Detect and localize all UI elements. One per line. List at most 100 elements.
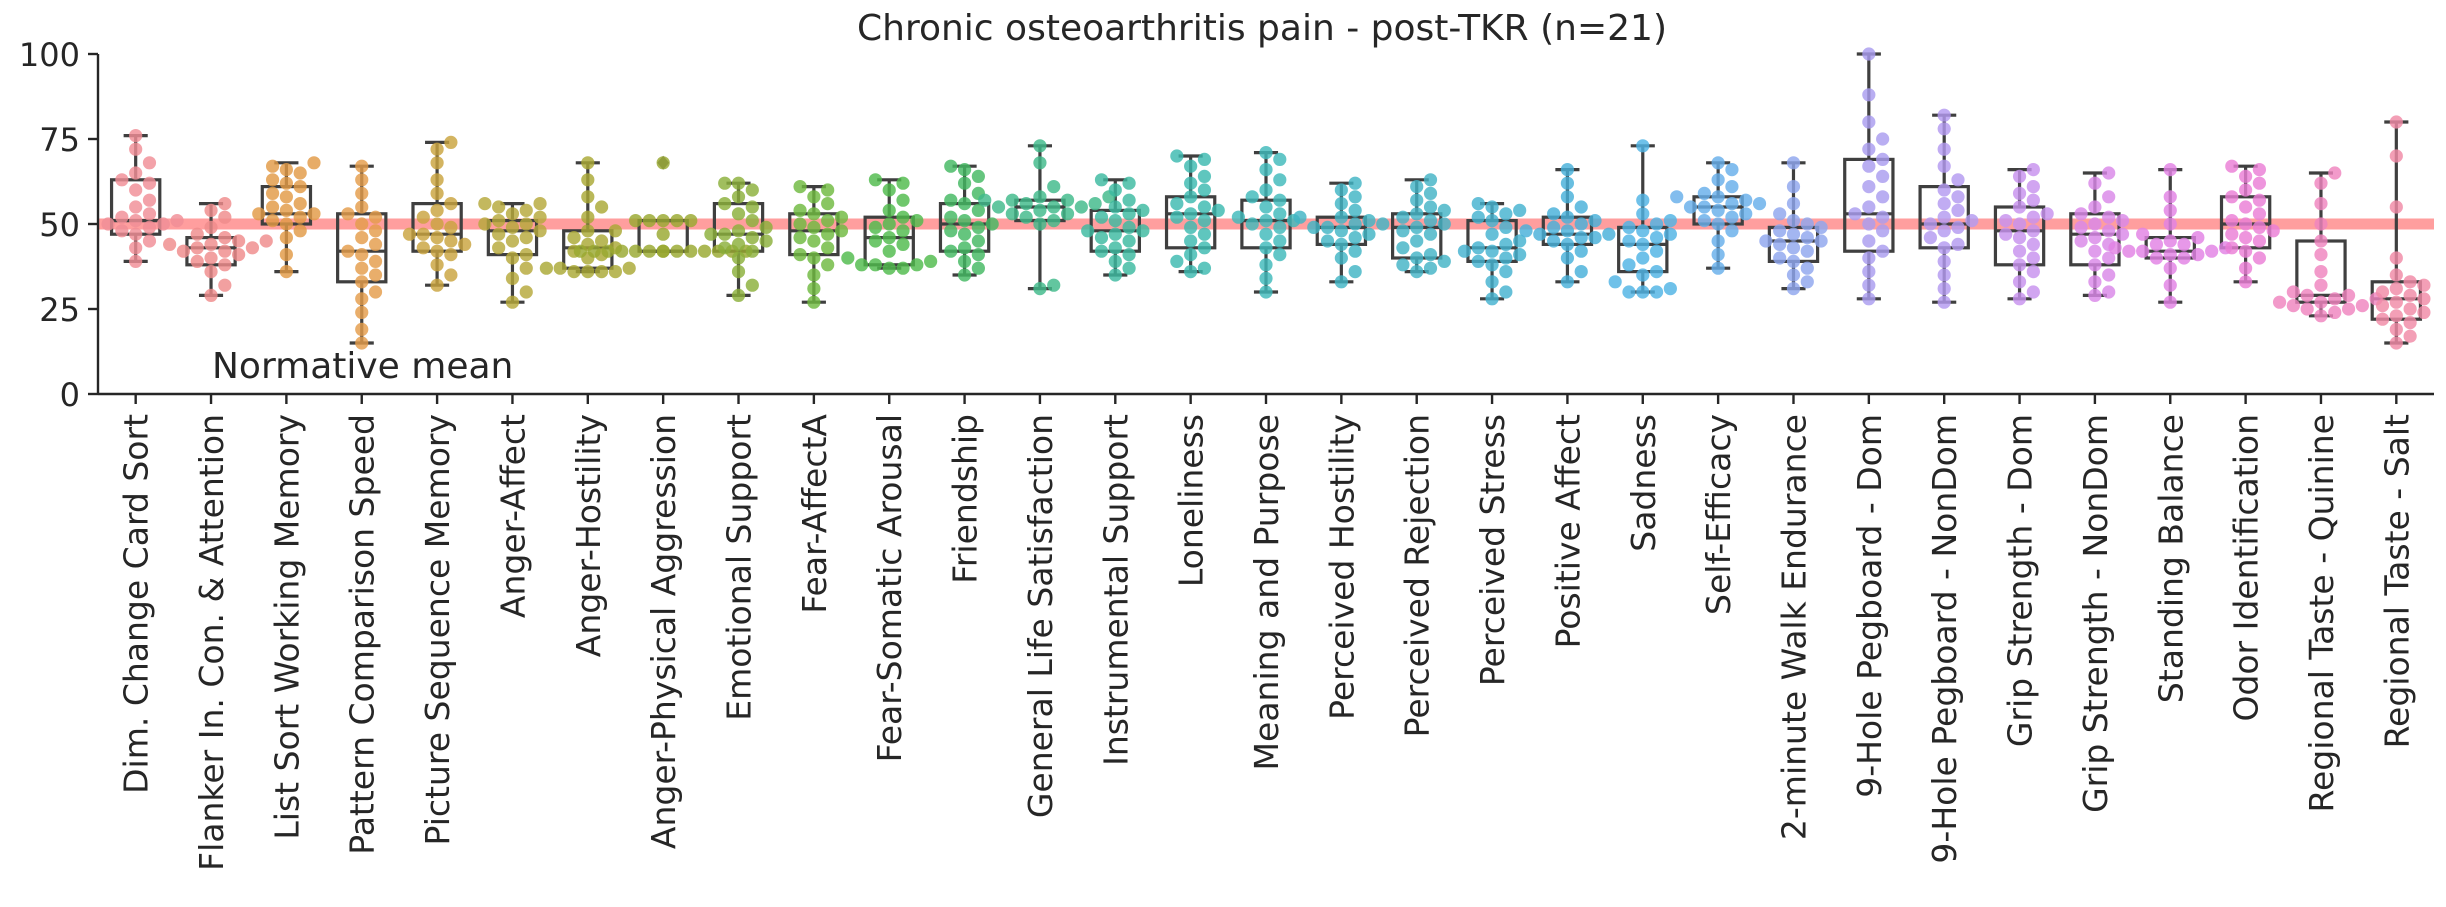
boxes-group [109, 52, 2423, 345]
data-point [1231, 210, 1245, 224]
data-point [204, 288, 218, 302]
data-point [204, 203, 218, 217]
data-point [2225, 190, 2239, 204]
data-point [341, 207, 355, 221]
data-point [368, 285, 383, 299]
data-point [265, 214, 280, 228]
data-point [265, 200, 280, 214]
data-point [1499, 251, 1513, 265]
data-point [868, 258, 883, 272]
data-point [2389, 200, 2403, 214]
x-tick-label: Regional Taste - Quinine [2302, 414, 2341, 812]
data-point [821, 241, 835, 255]
data-point [1423, 200, 1438, 214]
data-point [129, 241, 143, 255]
x-tick-label: Grip Strength - NonDom [2076, 414, 2115, 813]
data-point [1862, 142, 1876, 156]
data-point [1108, 268, 1122, 282]
data-point [519, 217, 533, 231]
data-point [718, 176, 732, 190]
data-point [2403, 275, 2417, 289]
data-point [293, 197, 307, 211]
data-point [1184, 248, 1198, 262]
data-point [1184, 265, 1198, 279]
data-point [368, 254, 383, 268]
data-point [642, 214, 656, 228]
data-point [1170, 210, 1184, 224]
data-point [430, 217, 444, 231]
data-point [245, 241, 260, 255]
data-point [1094, 210, 1109, 224]
data-point [615, 244, 629, 258]
data-point [444, 248, 458, 262]
data-point [2026, 224, 2040, 238]
data-point [1094, 244, 1109, 258]
data-point [492, 227, 506, 241]
data-point [2102, 268, 2116, 282]
data-point [142, 176, 157, 190]
data-point [608, 265, 623, 279]
data-point [1396, 241, 1410, 255]
data-point [1348, 203, 1362, 217]
data-point [204, 265, 218, 279]
data-point [793, 180, 807, 194]
data-point [1136, 224, 1150, 238]
data-point [1437, 254, 1451, 268]
data-point [1862, 88, 1876, 102]
data-point [1574, 265, 1588, 279]
data-point [1348, 190, 1362, 204]
data-point [1725, 197, 1739, 211]
data-point [2314, 197, 2328, 211]
data-point [944, 224, 958, 238]
data-point [1649, 231, 1664, 245]
data-point [1533, 227, 1547, 241]
data-point [2163, 295, 2177, 309]
data-point [355, 248, 369, 262]
data-point [841, 251, 855, 265]
axes-group: 0 25 50 75 100 Dim. Change Card Sort Flanker I… [19, 36, 2434, 871]
data-point [190, 241, 204, 255]
data-point [567, 265, 581, 279]
data-point [1376, 217, 1390, 231]
data-point [581, 190, 595, 204]
data-point [2163, 261, 2177, 275]
data-point [601, 244, 615, 258]
data-point [1649, 265, 1664, 279]
data-point [1786, 197, 1801, 211]
data-point [1773, 237, 1787, 251]
data-point [1876, 244, 1890, 258]
chart-title: Chronic osteoarthritis pain - post-TKR (… [857, 8, 1667, 49]
data-point [2074, 220, 2088, 234]
data-point [1725, 180, 1739, 194]
data-point [129, 214, 143, 228]
data-point [519, 261, 533, 275]
x-tick-label: 2-minute Walk Endurance [1774, 414, 1813, 840]
data-point [1683, 200, 1698, 214]
data-point [1773, 207, 1787, 221]
data-point [1485, 258, 1499, 272]
data-point [910, 214, 924, 228]
data-point [1259, 241, 1273, 255]
data-point [971, 261, 985, 275]
data-point [1108, 254, 1122, 268]
data-point [1786, 268, 1801, 282]
reference-line-label: Normative mean [212, 346, 513, 387]
data-point [2252, 234, 2267, 248]
data-point [1033, 156, 1047, 170]
data-point [444, 268, 458, 282]
data-point [704, 227, 718, 241]
data-point [2102, 285, 2116, 299]
data-point [957, 214, 972, 228]
data-point [2328, 166, 2342, 180]
x-tick-label: Anger-Hostility [569, 414, 608, 657]
data-point [628, 244, 643, 258]
x-tick-label: Friendship [946, 414, 985, 584]
data-point [1663, 227, 1677, 241]
data-point [697, 244, 712, 258]
data-point [279, 231, 293, 245]
data-point [2088, 231, 2102, 245]
data-point [2389, 309, 2403, 323]
data-point [232, 248, 246, 262]
data-point [1711, 203, 1725, 217]
data-point [129, 129, 143, 143]
